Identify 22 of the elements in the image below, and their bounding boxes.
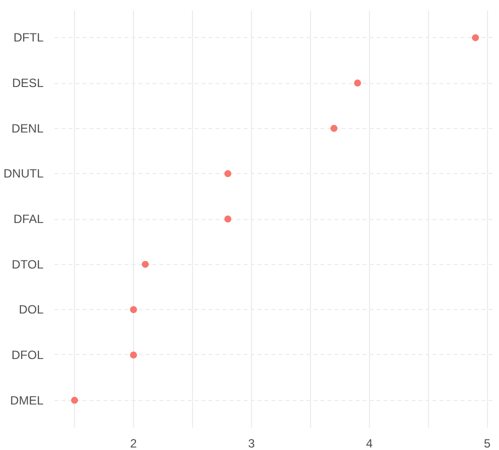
point [224,216,232,222]
point [130,306,138,314]
point [472,34,479,42]
y-tick-label: DOL [18,302,44,317]
point [224,170,232,178]
x-tick-label: 5 [484,436,491,450]
y-tick-label: DMEL [10,393,44,408]
x-tick-label: 3 [248,436,256,450]
y-tick-label: DFOL [11,348,44,362]
y-tick-label: DNUTL [4,166,44,181]
x-tick-label: 2 [130,436,138,450]
point [330,124,338,132]
point [354,80,362,87]
x-tick-label: 4 [366,436,373,450]
y-tick-label: DFAL [13,212,44,226]
point [130,351,138,358]
y-tick-label: DTOL [12,257,44,272]
y-tick-label: DENL [11,121,44,136]
y-tick-label: DFTL [14,30,44,45]
point [71,396,78,404]
y-tick-label: DESL [12,76,44,90]
point [142,260,149,268]
